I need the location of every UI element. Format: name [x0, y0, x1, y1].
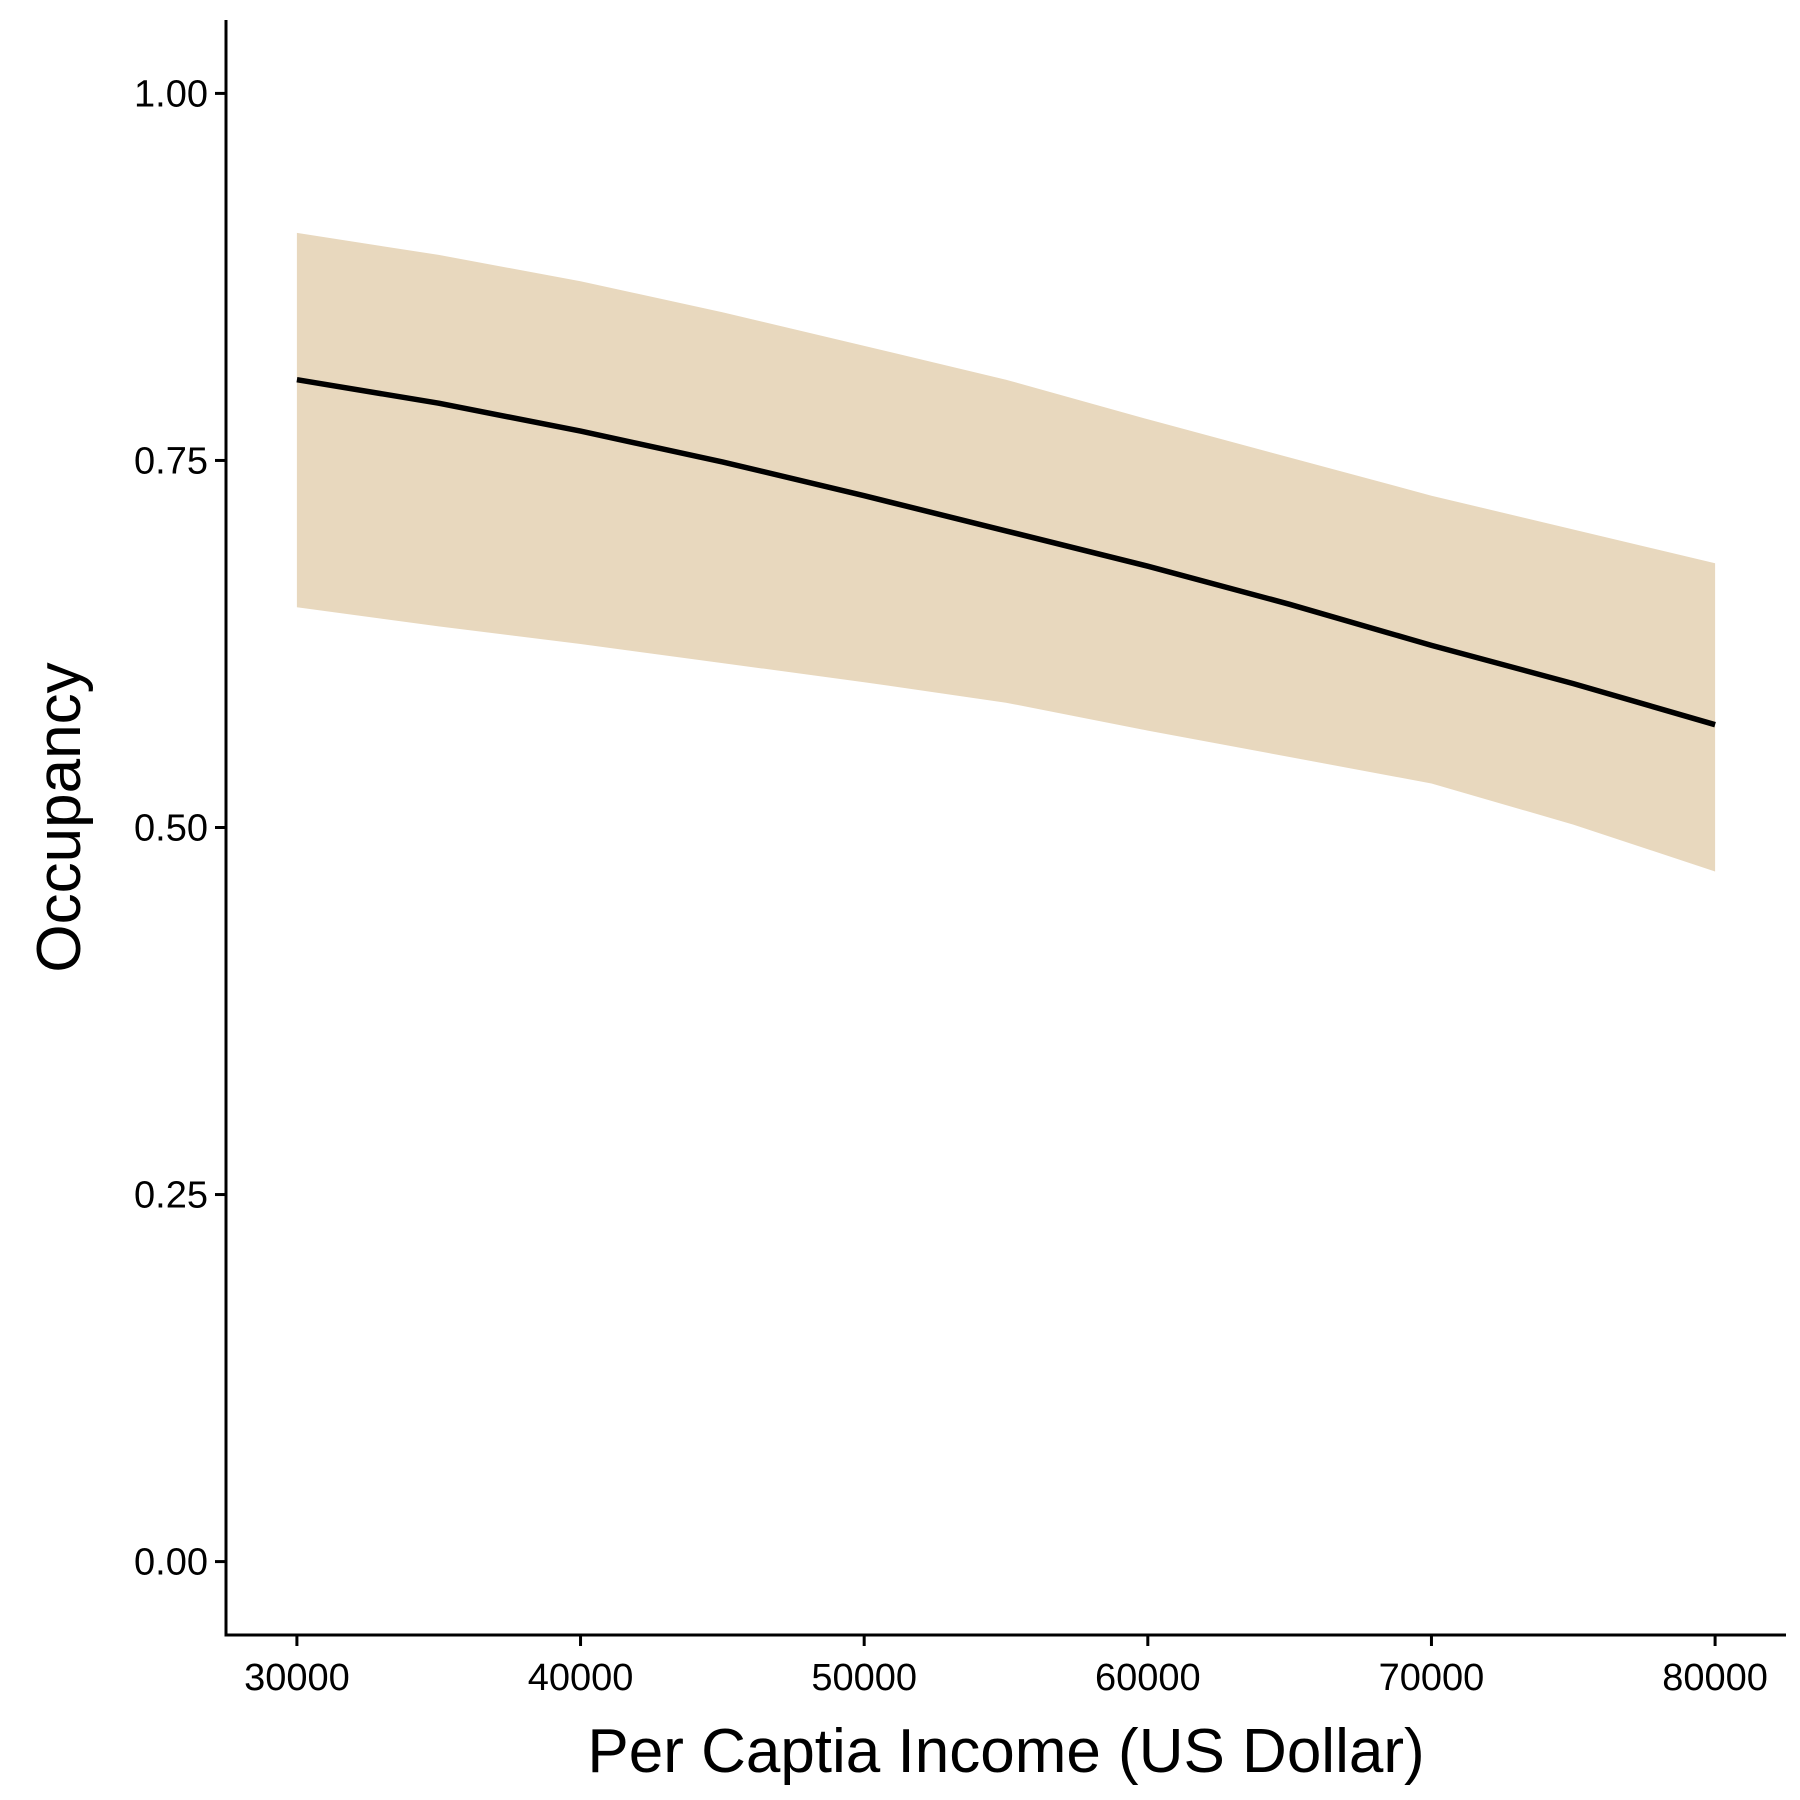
- y-axis-title: Occupancy: [25, 662, 94, 972]
- x-tick-label: 60000: [1095, 1657, 1201, 1699]
- y-tick-label: 1.00: [134, 73, 208, 115]
- confidence-band: [296, 232, 1716, 872]
- x-tick-label: 80000: [1662, 1657, 1768, 1699]
- plot-area: [296, 232, 1716, 872]
- y-tick-label: 0.25: [134, 1175, 208, 1217]
- y-tick-label: 0.00: [134, 1542, 208, 1584]
- x-tick-label: 50000: [811, 1657, 917, 1699]
- fitted-line: [296, 376, 1716, 728]
- x-tick-label: 40000: [528, 1657, 634, 1699]
- axes: 0.00 0.25 0.50 0.75 1.00 30000 40000 50000 60000…: [134, 20, 1786, 1699]
- x-tick-label: 30000: [244, 1657, 350, 1699]
- y-tick-label: 0.75: [134, 440, 208, 482]
- y-tick-label: 0.50: [134, 808, 208, 850]
- x-tick-label: 70000: [1379, 1657, 1485, 1699]
- x-axis-title: Per Captia Income (US Dollar): [587, 1717, 1424, 1786]
